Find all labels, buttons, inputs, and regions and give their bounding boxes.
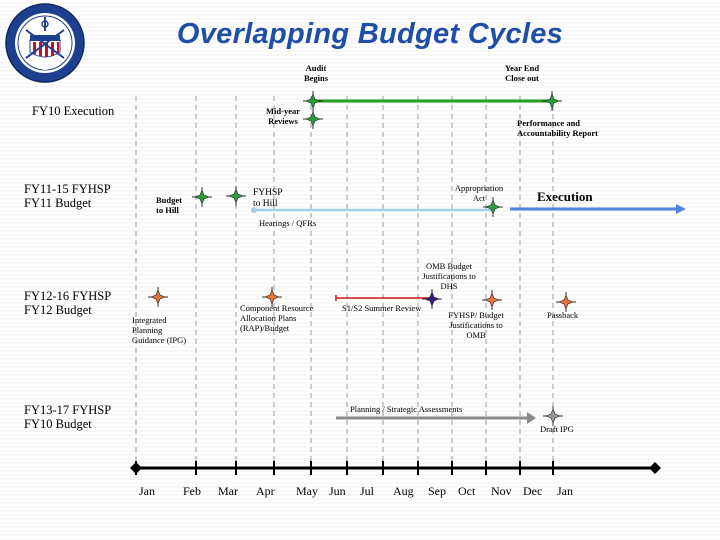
month-label-may: May [296,484,318,498]
month-label-oct: Oct [458,484,476,498]
row-label-fy13-fyhsp: FY13-17 FYHSP [24,403,112,417]
month-label-jul: Jul [360,484,375,498]
month-axis [130,461,661,475]
marker-star [264,289,280,305]
coast-guard-seal-icon [5,3,85,83]
midyear-review-marker [303,109,323,129]
milestone-markers [148,91,576,426]
hearings-qfrs-label: Hearings / QFRs [259,218,317,228]
month-label-nov: Nov [491,484,512,498]
row-label-fy11-fyhsp: FY11-15 FYHSP [24,182,111,196]
omb-dhs-marker [422,289,442,309]
timeline-bars [251,98,686,424]
month-guide-lines [135,96,554,462]
marker-star [545,408,561,424]
month-label-jun: Jun [329,484,346,498]
component-rap-marker [262,287,282,307]
marker-star [558,294,574,310]
component-resource-allocation-label: Component Resource Allocation Plans (RAP… [240,303,314,333]
page-title: Overlapping Budget Cycles [176,18,564,50]
month-label-aug: Aug [393,484,414,498]
month-label-jan-next: Jan [557,484,573,498]
fyhsp-budget-justifications-omb-label: FYHSP/ Budget Justifications to OMB [448,310,504,340]
marker-star [305,93,321,109]
marker-star [194,189,210,205]
month-label-sep: Sep [428,484,446,498]
audit-begins-label: Audit Begins [303,63,329,83]
draft-ipg-marker [543,406,563,426]
draft-ipg-label: Draft IPG [540,424,574,434]
summer-review-label: S1/S2 Summer Review [342,303,422,313]
month-label-feb: Feb [183,484,201,498]
row-label-fy11-budget: FY11 Budget [24,196,92,210]
marker-star [305,111,321,127]
planning-arrowhead [527,412,536,424]
fyhsp-to-hill-marker [226,186,246,206]
performance-accountability-report-label: Performance and Accountability Report [517,118,598,138]
year-end-closeout-label: Year End Close out [504,63,540,83]
marker-star [228,188,244,204]
row-label-fy13-budget: FY10 Budget [24,417,92,431]
midyear-reviews-label: Mid-year Reviews [266,106,300,126]
execution-arrowhead [676,204,686,214]
ipg-marker [148,287,168,307]
passback-label: Passback [547,310,579,320]
integrated-planning-guidance-label: Integrated Planning Guidance (IPG) [132,315,187,345]
appropriation-act-label: Appropriation Act [454,183,504,203]
marker-star [150,289,166,305]
omb-budget-justifications-dhs-label: OMB Budget Justifications to DHS [422,261,476,291]
budget-to-hill-marker [192,187,212,207]
passback-marker [556,292,576,312]
marker-star [484,292,500,308]
row-label-fy10: FY10 Execution [32,104,115,118]
marker-star [424,291,440,307]
month-label-mar: Mar [218,484,238,498]
axis-right-diamond [649,462,661,474]
month-label-jan: Jan [139,484,155,498]
year-end-marker [542,91,562,111]
planning-strategic-assessments-label: Planning / Strategic Assessments [350,404,463,414]
appropriation-act-marker [483,197,503,217]
budget-to-hill-label: Budget to Hill [156,195,182,215]
row-label-fy12-budget: FY12 Budget [24,303,92,317]
hearings-start-dot [251,207,257,213]
fyhsp-to-hill-label: FYHSP to Hill [253,188,283,209]
marker-star [544,93,560,109]
fyhsp-omb-marker [482,290,502,310]
month-label-dec: Dec [523,484,543,498]
row-label-fy12-fyhsp: FY12-16 FYHSP [24,289,112,303]
execution-label: Execution [537,189,593,204]
marker-star [485,199,501,215]
audit-begins-marker [303,91,323,111]
month-label-apr: Apr [256,484,275,498]
